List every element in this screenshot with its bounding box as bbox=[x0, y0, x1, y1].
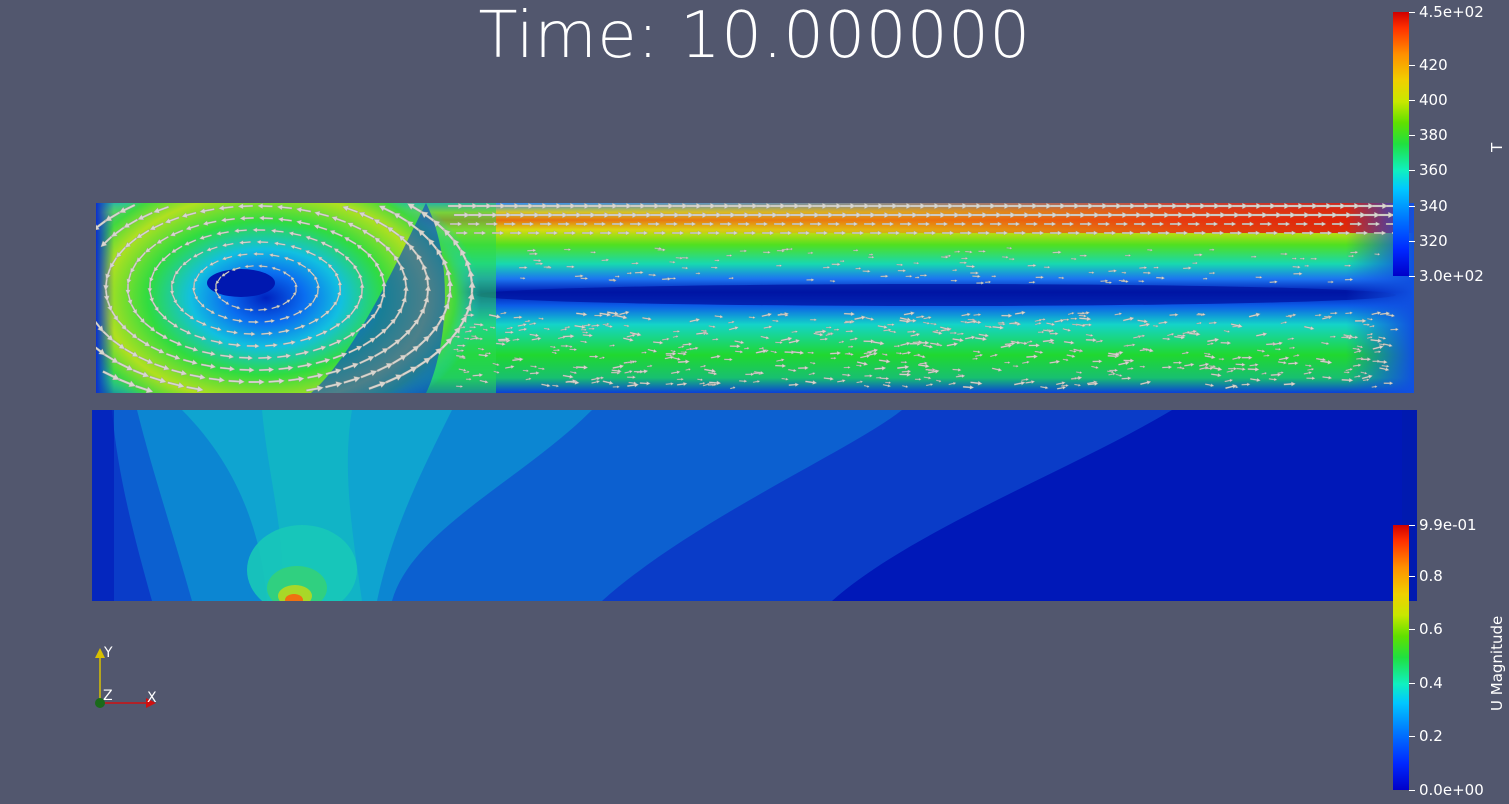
colorbar-tick-label: 0.6 bbox=[1419, 620, 1443, 639]
colorbar-tick-label: 340 bbox=[1419, 196, 1448, 215]
colorbar-tick-label: 0.8 bbox=[1419, 566, 1443, 585]
temperature-colorbar: 4.5e+02 420 400 380 360 340 320 3.0e+02 bbox=[1393, 3, 1484, 285]
colorbar-tick-label: 3.0e+02 bbox=[1419, 267, 1484, 285]
axis-y-label: Y bbox=[104, 645, 113, 661]
colorbar-tick-label: 320 bbox=[1419, 231, 1448, 250]
axes-triad-icon bbox=[95, 648, 156, 708]
colorbar-tick-label: 0.0e+00 bbox=[1419, 781, 1484, 799]
colorbar-tick-label: 4.5e+02 bbox=[1419, 3, 1484, 21]
time-title: Time: 10.000000 bbox=[478, 0, 1031, 73]
temperature-colorbar-title: T bbox=[1488, 142, 1506, 152]
axis-x-label: X bbox=[147, 690, 157, 706]
colorbar-tick-label: 0.4 bbox=[1419, 673, 1443, 692]
velocity-colorbar: 9.9e-01 0.8 0.6 0.4 0.2 0.0e+00 bbox=[1393, 516, 1484, 799]
temperature-field-view[interactable] bbox=[96, 203, 1414, 393]
temperature-colorbar-gradient bbox=[1393, 12, 1409, 276]
orientation-axes: Y Z X bbox=[88, 640, 168, 720]
colorbar-tick-label: 9.9e-01 bbox=[1419, 516, 1477, 534]
colorbar-tick-label: 400 bbox=[1419, 91, 1448, 109]
colorbar-tick-label: 0.2 bbox=[1419, 727, 1443, 746]
colorbar-tick-label: 360 bbox=[1419, 161, 1448, 180]
colorbar-tick-label: 420 bbox=[1419, 55, 1448, 74]
velocity-magnitude-field-view[interactable] bbox=[92, 410, 1417, 601]
axis-z-label: Z bbox=[103, 688, 113, 704]
colorbar-tick-label: 380 bbox=[1419, 126, 1448, 145]
velocity-colorbar-title: U Magnitude bbox=[1488, 615, 1506, 711]
velocity-colorbar-gradient bbox=[1393, 525, 1409, 790]
